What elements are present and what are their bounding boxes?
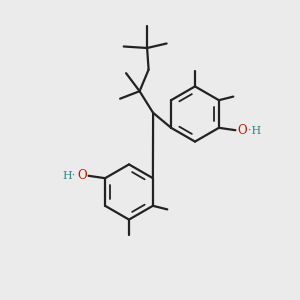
Text: H·: H· bbox=[62, 171, 76, 182]
Text: O: O bbox=[77, 169, 87, 182]
Text: O: O bbox=[237, 124, 247, 137]
Text: ·H: ·H bbox=[248, 126, 261, 136]
